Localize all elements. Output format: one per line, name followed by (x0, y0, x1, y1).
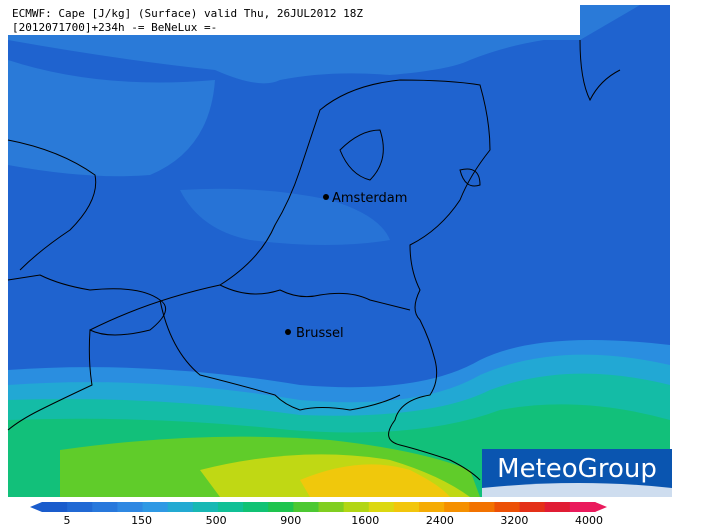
border (7, 139, 167, 431)
shade (300, 464, 450, 497)
header-line: ECMWF: Cape [J/kg] (Surface) valid Thu, … (12, 7, 363, 20)
shade (8, 60, 215, 177)
colorbar-label: 2400 (426, 514, 454, 526)
colorbar-end (595, 502, 607, 512)
colorbar-label: 500 (206, 514, 227, 526)
map: Amsterdam Brussel (7, 5, 670, 497)
colorbar-swatch (343, 502, 370, 512)
colorbar-swatch (469, 502, 495, 512)
shade (180, 188, 390, 245)
colorbar-swatch (117, 502, 144, 512)
city-dot (285, 329, 291, 335)
colorbar-swatch (67, 502, 93, 512)
colorbar-swatch (494, 502, 521, 512)
border (159, 284, 411, 411)
header-box (8, 5, 580, 35)
colorbar-swatch (167, 502, 194, 512)
colorbar-swatch (142, 502, 169, 512)
colorbar-label: 4000 (575, 514, 603, 526)
city-label: Brussel (296, 326, 344, 341)
colorbar: 5 150 500 900 1600 2400 3200 4000 (30, 502, 607, 526)
colorbar-swatch (569, 502, 596, 512)
colorbar-swatch (268, 502, 294, 512)
colorbar-swatch (217, 502, 244, 512)
colorbar-swatch (544, 502, 571, 512)
logo: MeteoGroup (482, 449, 672, 497)
colorbar-swatch (368, 502, 395, 512)
colorbar-swatch (192, 502, 219, 512)
colorbar-swatch (243, 502, 269, 512)
colorbar-label: 150 (131, 514, 152, 526)
colorbar-swatch (318, 502, 345, 512)
colorbar-label: 3200 (500, 514, 528, 526)
colorbar-swatch (419, 502, 445, 512)
colorbar-label: 900 (280, 514, 301, 526)
border (339, 39, 621, 187)
colorbar-label: 1600 (351, 514, 379, 526)
logo-swoosh (482, 483, 672, 497)
city-dot (323, 194, 329, 200)
border (89, 79, 491, 481)
colorbar-swatch (444, 502, 470, 512)
colorbar-swatch (42, 502, 68, 512)
colorbar-end (30, 502, 42, 512)
city-label: Amsterdam (332, 191, 407, 206)
header-line: [2012071700]+234h -= BeNeLux =- (12, 21, 217, 34)
colorbar-swatch (293, 502, 319, 512)
colorbar-swatch (92, 502, 118, 512)
colorbar-swatch (393, 502, 420, 512)
logo-text: MeteoGroup (497, 454, 657, 484)
colorbar-label: 5 (64, 514, 71, 526)
colorbar-swatch (519, 502, 546, 512)
